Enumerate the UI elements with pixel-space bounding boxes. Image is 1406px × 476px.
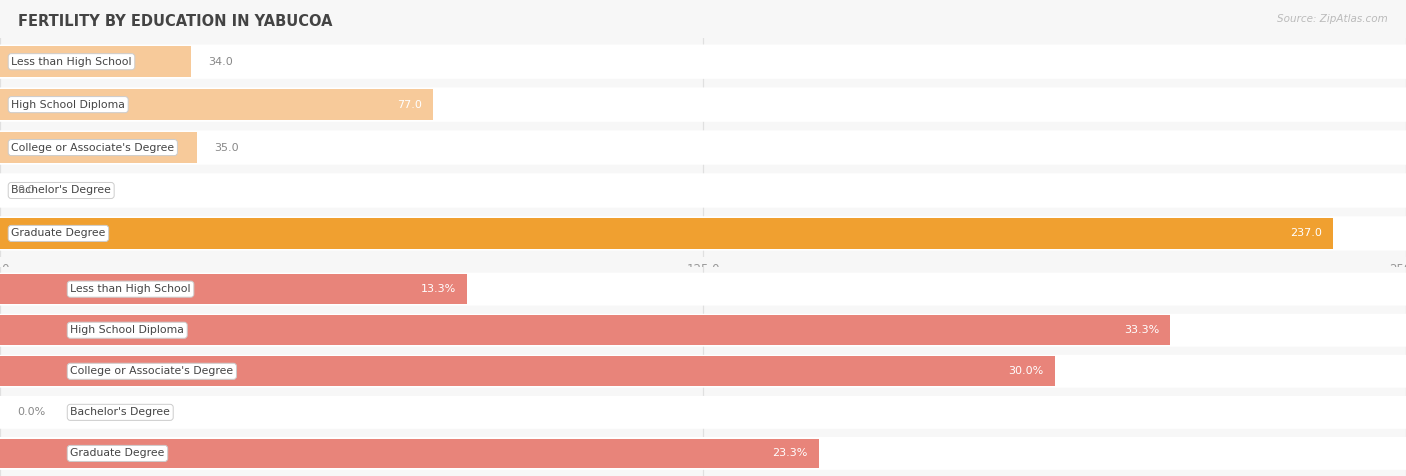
Bar bbox=[0, 438, 818, 468]
Text: Graduate Degree: Graduate Degree bbox=[70, 448, 165, 458]
FancyBboxPatch shape bbox=[0, 173, 1406, 208]
FancyBboxPatch shape bbox=[0, 45, 1406, 79]
Text: Less than High School: Less than High School bbox=[70, 284, 191, 294]
Text: Less than High School: Less than High School bbox=[11, 57, 132, 67]
Text: High School Diploma: High School Diploma bbox=[11, 99, 125, 109]
Bar bbox=[0, 218, 1333, 249]
Bar bbox=[0, 89, 433, 120]
Bar bbox=[0, 274, 467, 304]
Text: College or Associate's Degree: College or Associate's Degree bbox=[11, 142, 174, 153]
FancyBboxPatch shape bbox=[0, 273, 1406, 306]
Bar bbox=[0, 316, 1170, 345]
Text: High School Diploma: High School Diploma bbox=[70, 325, 184, 335]
FancyBboxPatch shape bbox=[0, 396, 1406, 429]
FancyBboxPatch shape bbox=[0, 437, 1406, 470]
Text: 0.0%: 0.0% bbox=[17, 407, 45, 417]
FancyBboxPatch shape bbox=[0, 314, 1406, 347]
Text: FERTILITY BY EDUCATION IN YABUCOA: FERTILITY BY EDUCATION IN YABUCOA bbox=[18, 14, 333, 30]
FancyBboxPatch shape bbox=[0, 216, 1406, 250]
Text: 33.3%: 33.3% bbox=[1123, 325, 1159, 335]
Bar bbox=[0, 46, 191, 77]
Text: 35.0: 35.0 bbox=[214, 142, 239, 153]
Text: 13.3%: 13.3% bbox=[420, 284, 456, 294]
Text: 237.0: 237.0 bbox=[1289, 228, 1322, 238]
FancyBboxPatch shape bbox=[0, 130, 1406, 165]
FancyBboxPatch shape bbox=[0, 88, 1406, 122]
Bar bbox=[0, 132, 197, 163]
Text: Bachelor's Degree: Bachelor's Degree bbox=[11, 186, 111, 196]
Text: Source: ZipAtlas.com: Source: ZipAtlas.com bbox=[1277, 14, 1388, 24]
Text: Bachelor's Degree: Bachelor's Degree bbox=[70, 407, 170, 417]
Text: College or Associate's Degree: College or Associate's Degree bbox=[70, 366, 233, 377]
Text: 0.0: 0.0 bbox=[17, 186, 35, 196]
Text: 23.3%: 23.3% bbox=[772, 448, 807, 458]
Text: 30.0%: 30.0% bbox=[1008, 366, 1043, 377]
Bar bbox=[0, 357, 1054, 386]
Text: 77.0: 77.0 bbox=[396, 99, 422, 109]
Text: Graduate Degree: Graduate Degree bbox=[11, 228, 105, 238]
FancyBboxPatch shape bbox=[0, 355, 1406, 388]
Text: 34.0: 34.0 bbox=[208, 57, 233, 67]
